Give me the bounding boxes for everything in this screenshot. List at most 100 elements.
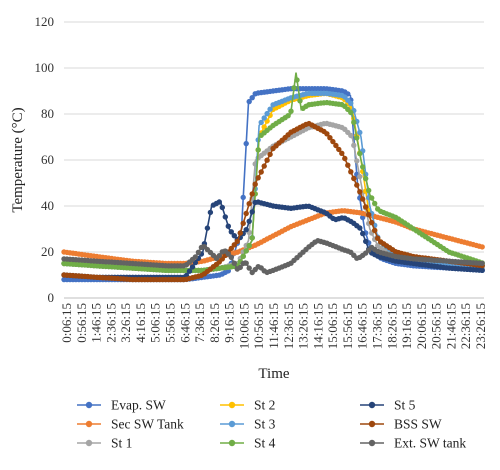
legend-marker [368,401,376,409]
legend-label: Evap. SW [111,398,166,413]
legend: Evap. SW Sec SW Tank St 1 St 2 St 3 St 4 St 5 B… [77,398,466,451]
x-tick-label: 21:46:15 [443,303,458,349]
data-point [261,163,267,169]
legend-item: Evap. SW [77,398,166,413]
x-tick-label: 5:06:15 [148,303,163,343]
data-point [228,245,234,252]
y-tick-label: 80 [41,106,54,121]
tick-labels: 0 20 40 60 80 100 120 0:06:15 0:56:15 1:46:15 2:36… [35,14,489,349]
legend-marker [85,420,93,428]
x-tick-label: 18:26:15 [384,303,399,349]
legend-item: St 1 [77,436,132,451]
x-tick-label: 8:26:15 [207,303,222,343]
data-point [375,235,381,241]
data-point [479,244,485,250]
data-point [237,230,243,236]
data-point [348,100,354,107]
data-point [240,253,246,259]
data-point [324,131,330,137]
y-tick-label: 120 [35,14,55,29]
legend-item: St 3 [220,417,276,432]
x-tick-label: 10:56:15 [251,303,266,349]
data-point [369,219,375,226]
data-point [345,162,351,168]
legend-label: Sec SW Tank [111,417,184,432]
data-point [342,155,348,162]
y-tick-label: 0 [48,290,55,305]
data-point [237,264,243,271]
series-st-1 [61,120,485,274]
data-point [354,158,360,164]
data-point [330,138,336,145]
data-point [228,229,234,235]
x-tick-label: 6:46:15 [177,303,192,343]
data-point [225,223,231,229]
x-tick-label: 10:06:15 [236,303,251,349]
data-point [360,196,366,202]
data-point [285,113,291,119]
y-tick-label: 60 [41,152,54,167]
data-point [363,204,369,210]
data-point [372,200,378,207]
data-point [288,108,294,114]
data-point [357,129,363,136]
data-point [479,260,485,267]
legend-item: St 4 [220,436,276,451]
data-point [228,254,234,260]
data-point [351,142,357,148]
series-st-2 [61,90,485,274]
data-point [240,194,246,201]
series-ext-sw-tank [61,238,485,276]
x-tick-label: 4:16:15 [133,303,148,343]
data-point [348,132,354,139]
legend-marker [368,420,376,428]
x-tick-label: 20:06:15 [414,303,429,349]
data-point [258,119,264,126]
data-point [354,135,360,141]
x-tick-label: 13:26:15 [296,303,311,349]
legend-item: St 2 [220,398,275,413]
data-point [366,212,372,218]
data-point [240,220,246,226]
grid-lines [64,21,484,253]
legend-label: St 5 [394,398,416,413]
data-point [264,110,270,117]
data-point [351,119,357,126]
data-point [231,242,237,248]
x-tick-label: 17:36:15 [370,303,385,349]
x-tick-label: 19:16:15 [399,303,414,349]
legend-label: St 4 [254,436,276,451]
data-point [219,204,225,211]
x-tick-label: 3:26:15 [118,303,133,343]
legend-marker [228,439,236,447]
data-point [186,268,193,274]
data-point [336,146,342,153]
x-tick-label: 2:36:15 [103,303,118,343]
series-line [63,92,485,272]
y-tick-label: 100 [35,60,55,75]
data-point [366,187,372,194]
data-point [360,164,366,170]
data-point [231,233,237,239]
data-point [246,242,252,249]
legend-marker [228,420,236,428]
data-point [249,235,255,241]
legend-item: Sec SW Tank [77,417,184,432]
data-point [216,253,222,259]
data-point [243,248,249,254]
data-point [291,85,297,91]
data-point [204,225,211,231]
data-point [249,95,255,101]
y-axis-title: Temperature (°C) [10,107,26,212]
data-point [261,115,267,121]
data-point [360,230,366,237]
data-point [297,98,303,104]
legend-marker [85,439,93,447]
legend-item: Ext. SW tank [360,436,466,451]
data-point [348,169,354,175]
data-point [357,225,363,231]
legend-label: BSS SW [394,417,442,432]
data-point [249,191,255,197]
data-point [255,175,261,181]
data-point [207,209,214,216]
